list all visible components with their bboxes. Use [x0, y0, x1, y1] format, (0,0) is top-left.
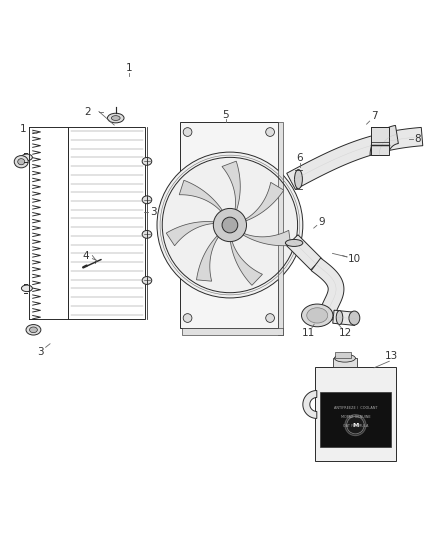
Text: 1: 1 [126, 63, 133, 73]
Text: 8: 8 [414, 134, 421, 143]
Ellipse shape [26, 325, 41, 335]
Bar [333, 358, 357, 367]
Ellipse shape [18, 159, 25, 165]
Text: M: M [352, 423, 359, 427]
Text: 9: 9 [318, 217, 325, 227]
Circle shape [183, 313, 192, 322]
Text: 3: 3 [37, 346, 43, 357]
Circle shape [157, 152, 303, 298]
Ellipse shape [111, 116, 120, 120]
Text: 7: 7 [371, 111, 377, 121]
Polygon shape [303, 391, 317, 418]
Polygon shape [166, 222, 218, 246]
Ellipse shape [142, 157, 152, 165]
Circle shape [213, 208, 247, 241]
Bar [320, 392, 391, 447]
Polygon shape [241, 182, 284, 222]
Circle shape [222, 217, 238, 233]
Polygon shape [230, 237, 262, 285]
Ellipse shape [142, 230, 152, 238]
Text: 6: 6 [297, 153, 303, 163]
Text: ANTIFREEZE /  COOLANT: ANTIFREEZE / COOLANT [334, 406, 377, 410]
Text: 5: 5 [222, 110, 229, 119]
Ellipse shape [335, 354, 356, 362]
Text: 2: 2 [85, 107, 92, 117]
Bar [278, 123, 283, 335]
Ellipse shape [107, 113, 124, 123]
Ellipse shape [142, 277, 152, 285]
Ellipse shape [336, 311, 343, 325]
Polygon shape [287, 127, 423, 189]
Text: OAT FORMULA: OAT FORMULA [343, 424, 368, 428]
Polygon shape [222, 161, 240, 214]
Bar [182, 328, 283, 335]
Polygon shape [370, 125, 398, 155]
Bar [315, 367, 396, 461]
Text: 10: 10 [348, 254, 361, 264]
Circle shape [347, 416, 364, 434]
Polygon shape [179, 180, 225, 214]
Ellipse shape [21, 285, 32, 292]
Bar [68, 127, 145, 319]
Text: 13: 13 [385, 351, 398, 361]
Bar [180, 123, 278, 328]
Polygon shape [311, 258, 344, 324]
Ellipse shape [29, 327, 37, 333]
Bar [335, 352, 351, 358]
Polygon shape [333, 310, 356, 326]
Ellipse shape [349, 311, 360, 325]
Circle shape [266, 313, 275, 322]
Polygon shape [287, 235, 322, 270]
Circle shape [266, 128, 275, 136]
Ellipse shape [294, 169, 302, 189]
Text: 3: 3 [150, 207, 157, 217]
Ellipse shape [307, 308, 328, 323]
Ellipse shape [142, 196, 152, 204]
Text: 11: 11 [302, 328, 315, 338]
Ellipse shape [286, 239, 303, 246]
Circle shape [345, 415, 366, 435]
Polygon shape [240, 230, 291, 246]
Circle shape [183, 128, 192, 136]
Text: 12: 12 [339, 328, 352, 338]
Text: 1: 1 [20, 124, 27, 134]
Polygon shape [197, 232, 221, 281]
Text: MOPAR GENUINE: MOPAR GENUINE [341, 415, 370, 419]
Ellipse shape [301, 304, 333, 327]
Bar [371, 127, 389, 155]
Ellipse shape [14, 156, 28, 168]
Text: 4: 4 [82, 251, 89, 261]
Ellipse shape [21, 154, 32, 160]
